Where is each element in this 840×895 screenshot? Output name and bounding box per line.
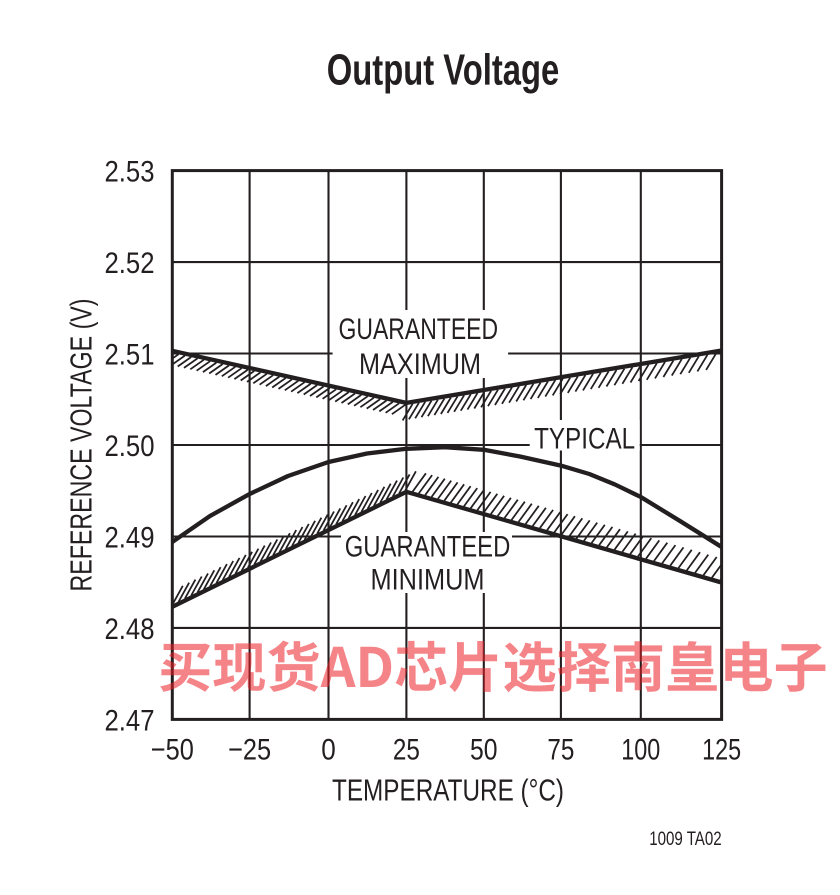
svg-text:25: 25 [393, 734, 420, 767]
svg-text:2.48: 2.48 [105, 613, 155, 646]
svg-text:GUARANTEED: GUARANTEED [339, 313, 499, 346]
svg-text:MAXIMUM: MAXIMUM [359, 348, 481, 381]
svg-text:50: 50 [470, 734, 498, 767]
svg-text:125: 125 [702, 734, 741, 767]
svg-text:75: 75 [547, 734, 574, 767]
svg-text:Output Voltage: Output Voltage [327, 46, 560, 95]
svg-text:−25: −25 [228, 734, 271, 767]
svg-text:GUARANTEED: GUARANTEED [345, 531, 511, 564]
svg-text:REFERENCE VOLTAGE (V): REFERENCE VOLTAGE (V) [64, 299, 99, 592]
svg-text:−50: −50 [151, 734, 194, 767]
svg-text:2.47: 2.47 [105, 704, 155, 737]
svg-text:100: 100 [621, 734, 660, 767]
svg-text:TYPICAL: TYPICAL [534, 423, 635, 456]
svg-text:2.49: 2.49 [105, 522, 155, 555]
svg-text:TEMPERATURE (°C): TEMPERATURE (°C) [332, 773, 564, 808]
svg-text:0: 0 [321, 734, 336, 767]
svg-text:2.51: 2.51 [105, 339, 155, 372]
svg-text:2.50: 2.50 [105, 430, 155, 463]
svg-text:1009 TA02: 1009 TA02 [649, 829, 722, 850]
svg-text:MINIMUM: MINIMUM [371, 564, 485, 597]
svg-text:2.52: 2.52 [105, 247, 155, 280]
svg-text:2.53: 2.53 [105, 156, 155, 189]
